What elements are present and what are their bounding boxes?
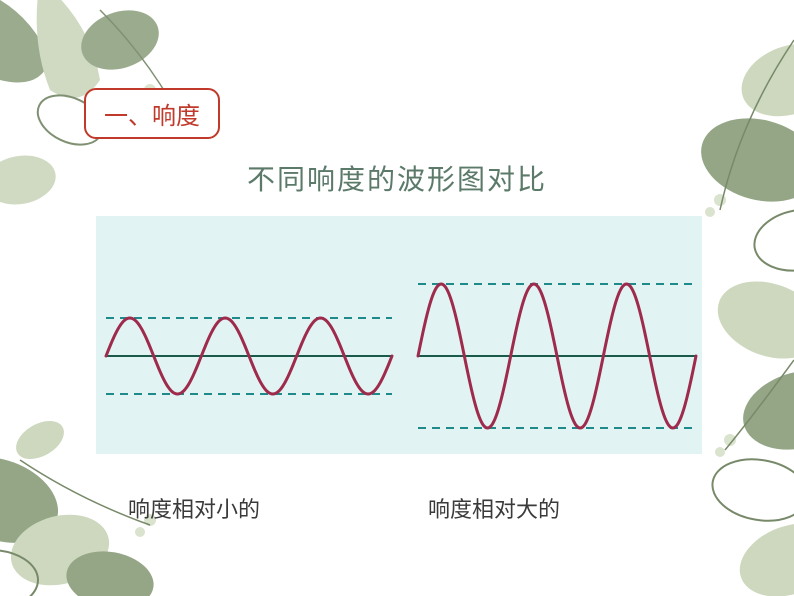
waveform-comparison: [96, 216, 702, 454]
caption-high-loudness: 响度相对大的: [428, 492, 560, 524]
caption-low-loudness: 响度相对小的: [128, 492, 260, 524]
section-badge: 一、响度: [84, 88, 220, 139]
slide-title: 不同响度的波形图对比: [0, 158, 794, 198]
